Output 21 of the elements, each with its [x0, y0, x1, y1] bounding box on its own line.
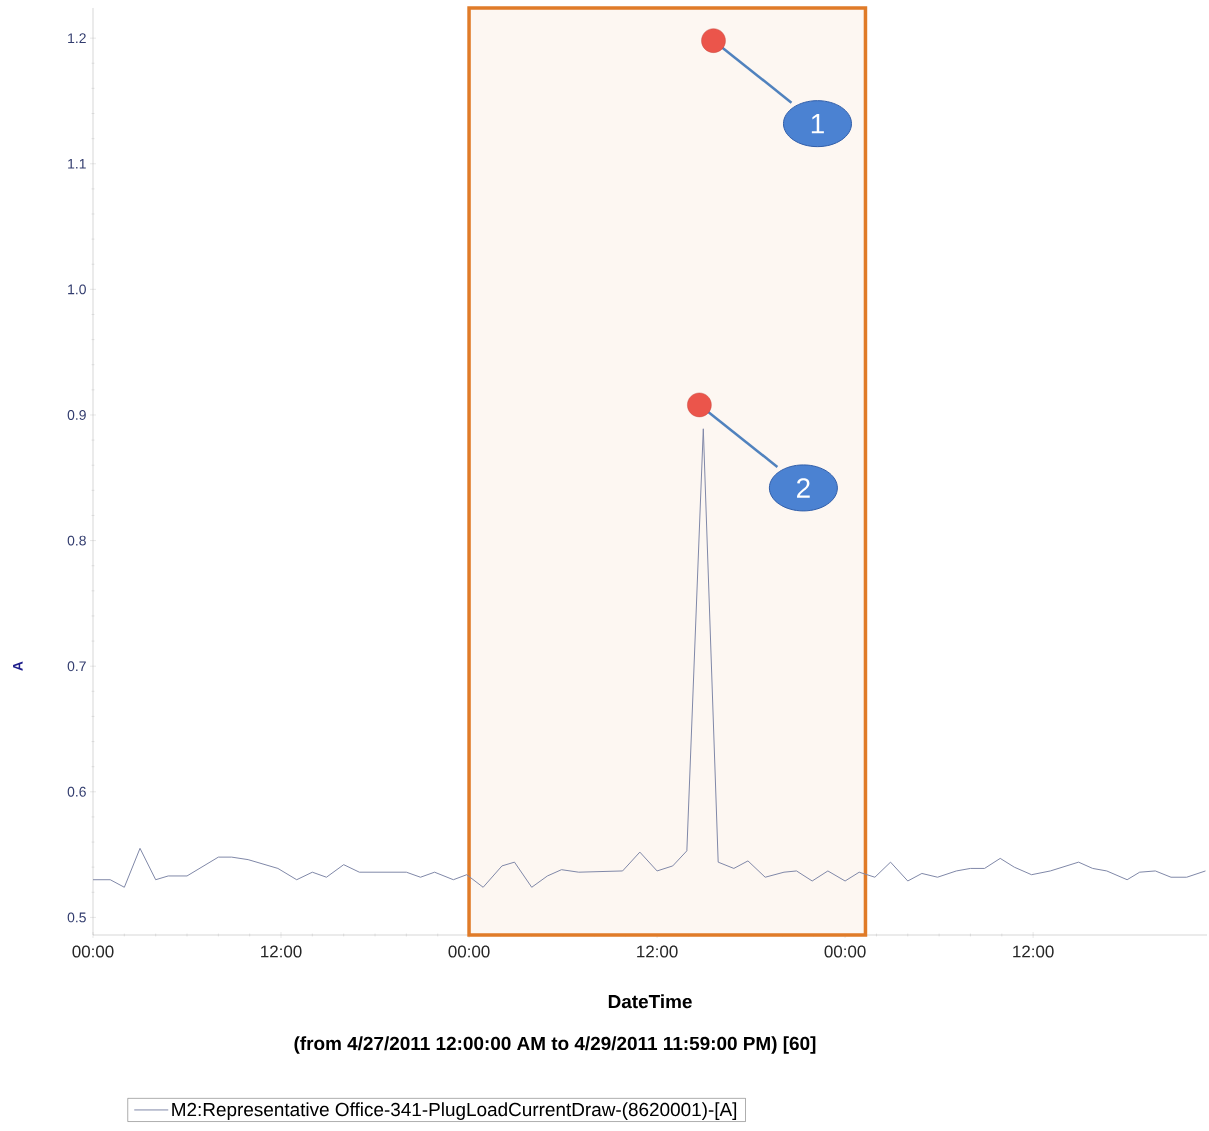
text: (from 4/27/2011 12:00:00 AM to 4/29/2011 11:59:00 PM) [60]: [294, 1036, 816, 1054]
x-tick-label: 12:00: [261, 945, 302, 958]
y-axis-title: A: [13, 661, 23, 671]
y-tick-label: 0.7: [67, 661, 86, 672]
annotation: 1: [811, 114, 824, 134]
x-tick-label: 12:00: [1013, 945, 1054, 958]
legend-label: M2:Representative Office-341-PlugLoadCurrentDraw-(8620001)-[A]: [172, 1102, 737, 1120]
y-tick-label: 0.8: [67, 535, 86, 546]
x-tick-label: 00:00: [824, 945, 866, 958]
x-tick-label: 12:00: [637, 945, 678, 958]
y-tick-label: 0.9: [67, 410, 86, 420]
y-tick-label: 1.2: [68, 33, 86, 44]
x-tick-label: 00:00: [72, 945, 114, 958]
line-series: [92, 428, 1206, 888]
x-tick-label: 00:00: [448, 945, 490, 958]
annotation: 2: [797, 478, 810, 498]
y-tick-label: 1.1: [68, 158, 86, 169]
y-tick-label: 0.5: [67, 912, 86, 923]
y-tick-label: 0.6: [67, 786, 86, 797]
x-axis-title: DateTime: [608, 994, 692, 1009]
y-tick-label: 1.0: [68, 284, 86, 295]
